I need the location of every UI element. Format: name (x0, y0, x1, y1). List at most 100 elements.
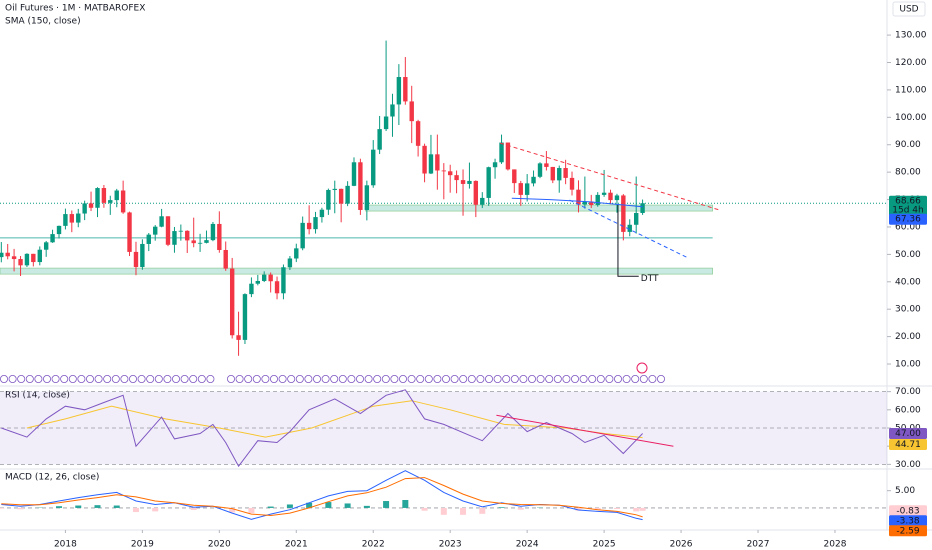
y-tick-label: 20.00 (895, 332, 921, 342)
event-icon (424, 374, 433, 383)
event-icon (261, 374, 270, 383)
rsi-ma-value-label: 44.71 (895, 440, 921, 450)
y-tick-label: 50.00 (895, 250, 921, 260)
candle-body (326, 189, 331, 210)
sma-value-label: 67.36 (895, 215, 921, 225)
macd-title: MACD (12, 26, close) (5, 473, 99, 483)
candle-body (210, 223, 216, 241)
macd-histogram-bar (94, 505, 101, 508)
candle-body (518, 183, 523, 195)
countdown-label: 15d 4h (892, 206, 923, 216)
event-icon (154, 374, 163, 383)
event-icon (295, 374, 304, 383)
currency-button[interactable] (892, 1, 926, 17)
event-icon (312, 374, 321, 383)
candle-body (274, 281, 280, 294)
candle-body (447, 171, 453, 176)
candle-body (582, 201, 588, 205)
candle-body (223, 249, 228, 269)
candle-body (217, 223, 222, 250)
event-icon (278, 374, 287, 383)
event-icon (441, 374, 450, 383)
trendline (500, 142, 720, 211)
rsi-ma-line (26, 400, 643, 439)
event-icon (562, 374, 571, 383)
rsi-value-label: 47.00 (895, 429, 921, 439)
candle-body (101, 188, 107, 203)
candle-body (197, 242, 203, 244)
candle-body (512, 169, 517, 184)
event-icon (68, 374, 77, 383)
event-icon (519, 374, 528, 383)
candle-body (178, 230, 184, 232)
x-tick-label: 2028 (824, 540, 847, 550)
last-price-label: 68.66 (895, 197, 921, 207)
candle-body (18, 259, 23, 266)
event-icon (545, 374, 554, 383)
candle-body (306, 222, 312, 230)
event-icon (614, 374, 623, 383)
x-tick-label: 2019 (131, 540, 154, 550)
y-tick-label: 30.00 (895, 305, 921, 315)
y-tick-label: 130.00 (895, 31, 927, 41)
candle-body (396, 77, 402, 105)
candle-body (185, 230, 190, 241)
candle-body (172, 231, 177, 245)
event-icon (338, 374, 347, 383)
event-icon (17, 374, 26, 383)
event-icon (484, 374, 493, 383)
sma-value-label-box (889, 213, 927, 225)
candle-body (550, 166, 555, 181)
candle-body (531, 176, 536, 184)
candle-body (633, 212, 639, 225)
event-icon (43, 374, 52, 383)
event-icon (390, 374, 399, 383)
candle-body (287, 258, 293, 268)
candle-body (338, 188, 344, 204)
candle-body (499, 142, 504, 163)
event-icon (103, 374, 112, 383)
candle-body (294, 248, 299, 259)
candle-body (159, 216, 164, 227)
event-icon (86, 374, 95, 383)
macd-histogram-bar (56, 506, 63, 508)
candle-body (165, 216, 171, 245)
y-tick-label: 5.00 (895, 486, 915, 496)
candle-body (467, 180, 472, 184)
x-tick-label: 2024 (516, 540, 539, 550)
candle-body (204, 240, 209, 243)
macd-histogram-bar (460, 507, 467, 515)
candle-body (69, 214, 75, 223)
candle-body (43, 242, 49, 250)
macd-value-label-box (889, 515, 927, 527)
event-icon (321, 374, 330, 383)
candle-body (480, 197, 485, 205)
candle-body (454, 175, 459, 181)
candle-body (133, 251, 139, 267)
macd-histogram-bar (498, 507, 505, 508)
macd-histogram-bar (383, 501, 390, 508)
event-icon (493, 374, 502, 383)
event-icon (588, 374, 597, 383)
candle-body (371, 149, 376, 186)
macd-histogram-bar (17, 507, 24, 510)
y-tick-label: 30.00 (895, 460, 921, 470)
candle-body (76, 213, 81, 223)
y-tick-label: 120.00 (895, 58, 927, 68)
candle-body (242, 294, 248, 340)
y-tick-label: 80.00 (895, 168, 921, 178)
event-icon (528, 374, 537, 383)
event-icon (476, 374, 485, 383)
currency[interactable]: USD (899, 5, 918, 15)
y-tick-label: 110.00 (895, 85, 927, 95)
x-tick-label: 2025 (593, 540, 616, 550)
candle-body (492, 162, 498, 168)
event-icon (180, 374, 189, 383)
event-icon (287, 374, 296, 383)
event-icon (163, 374, 172, 383)
macd-histogram-bar (613, 507, 620, 509)
y-tick-label: 60.00 (895, 222, 921, 232)
macd-histogram-bar (344, 503, 351, 508)
macd-histogram-bar (639, 507, 646, 511)
